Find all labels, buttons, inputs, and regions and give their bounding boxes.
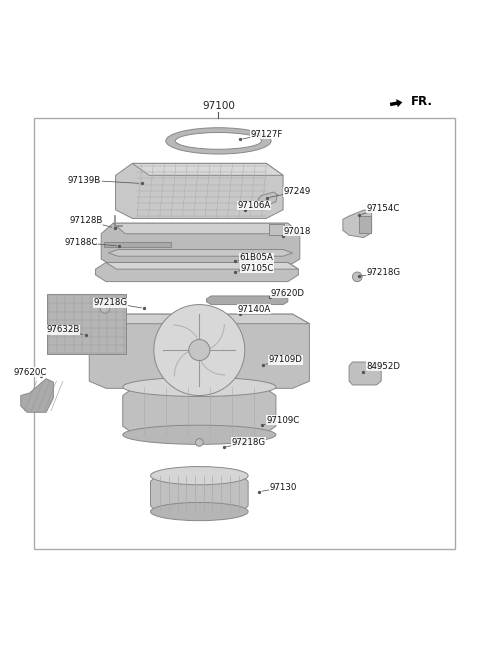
Polygon shape <box>151 476 248 512</box>
Polygon shape <box>108 250 293 256</box>
Circle shape <box>195 439 203 446</box>
Ellipse shape <box>151 503 248 520</box>
Text: 97154C: 97154C <box>367 204 400 213</box>
Polygon shape <box>21 378 53 412</box>
Polygon shape <box>123 387 276 435</box>
Text: 97218G: 97218G <box>231 438 265 447</box>
Polygon shape <box>349 362 381 385</box>
Text: 97140A: 97140A <box>238 305 271 314</box>
Polygon shape <box>113 223 300 234</box>
Text: 97100: 97100 <box>202 101 235 111</box>
Ellipse shape <box>166 127 271 154</box>
Ellipse shape <box>123 377 276 396</box>
Ellipse shape <box>123 425 276 444</box>
Text: 97139B: 97139B <box>68 175 101 185</box>
Polygon shape <box>343 210 372 238</box>
Circle shape <box>352 272 362 282</box>
Text: 97620D: 97620D <box>271 288 305 298</box>
Text: 61B05A: 61B05A <box>240 253 274 262</box>
Polygon shape <box>206 296 288 305</box>
Text: 97106A: 97106A <box>238 201 271 210</box>
Bar <box>104 242 170 246</box>
Polygon shape <box>106 262 299 269</box>
Bar <box>47 294 126 354</box>
Bar <box>34 118 456 549</box>
Text: 97127F: 97127F <box>250 129 283 139</box>
Text: 97632B: 97632B <box>46 325 80 334</box>
Text: 97018: 97018 <box>284 227 311 236</box>
Text: 97188C: 97188C <box>64 238 98 247</box>
Text: 97130: 97130 <box>269 483 297 492</box>
Bar <box>269 224 284 235</box>
Polygon shape <box>132 164 283 175</box>
Text: 84952D: 84952D <box>367 362 401 371</box>
Text: 97249: 97249 <box>284 187 311 196</box>
Text: 97128B: 97128B <box>69 216 103 225</box>
Text: 97218G: 97218G <box>94 298 128 307</box>
Polygon shape <box>89 314 310 388</box>
Circle shape <box>154 305 245 396</box>
Text: 97109D: 97109D <box>268 355 302 364</box>
Text: 97105C: 97105C <box>240 263 274 273</box>
Bar <box>359 216 371 233</box>
Circle shape <box>189 340 210 361</box>
Polygon shape <box>116 164 283 218</box>
Polygon shape <box>101 223 300 266</box>
Text: 97218G: 97218G <box>367 268 401 277</box>
Polygon shape <box>106 314 310 324</box>
Text: FR.: FR. <box>411 95 433 108</box>
Polygon shape <box>258 192 277 205</box>
Circle shape <box>100 304 110 313</box>
Polygon shape <box>96 262 299 282</box>
Ellipse shape <box>175 133 262 149</box>
Text: 97109C: 97109C <box>266 416 300 425</box>
Ellipse shape <box>151 466 248 485</box>
Text: 97620C: 97620C <box>14 367 47 376</box>
